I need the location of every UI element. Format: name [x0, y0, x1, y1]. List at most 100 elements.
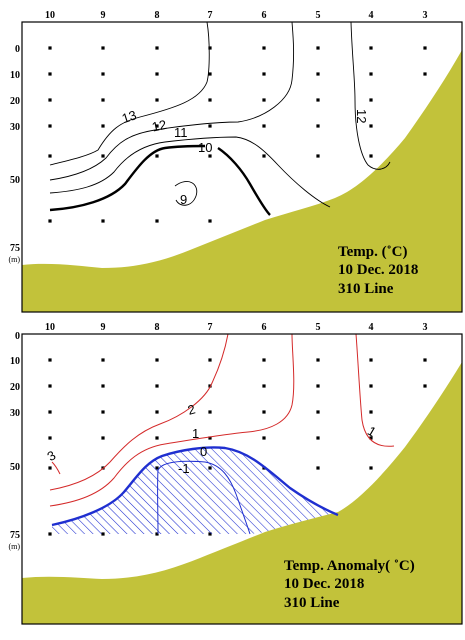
station-dot — [316, 72, 320, 76]
station-dot — [262, 436, 266, 440]
contour-11 — [49, 136, 331, 208]
contour-label: -1 — [178, 461, 190, 476]
depth-ticks: 0 10 20 30 50 75 (m) — [8, 331, 20, 551]
station-dot — [262, 358, 266, 362]
contour-anomaly-0 — [51, 446, 339, 527]
station-dot — [423, 72, 427, 76]
station-tick: 5 — [316, 10, 321, 21]
station-dot — [155, 124, 159, 128]
station-dot — [101, 358, 105, 362]
contour-9 — [174, 181, 198, 206]
station-tick: 9 — [101, 322, 106, 333]
station-tick: 10 — [45, 322, 55, 333]
station-dot — [155, 384, 159, 388]
station-dot — [208, 154, 212, 158]
contour-label: 2 — [186, 401, 197, 417]
depth-tick: 50 — [10, 175, 20, 186]
station-dot — [369, 466, 373, 470]
caption-line: 310 Line — [338, 281, 394, 297]
depth-tick: 50 — [10, 462, 20, 473]
station-dot — [369, 358, 373, 362]
contour-label: 1 — [365, 423, 379, 440]
contour-anomaly-1 — [49, 333, 295, 507]
contour-label: 11 — [174, 125, 188, 140]
station-dot — [262, 410, 266, 414]
station-dot — [316, 154, 320, 158]
station-dot — [262, 124, 266, 128]
station-ticks-top: 10 9 8 7 6 5 4 3 — [45, 322, 428, 333]
contour-label: 3 — [45, 447, 59, 464]
station-dot — [316, 98, 320, 102]
station-dot — [155, 410, 159, 414]
station-dot — [262, 98, 266, 102]
station-dot — [48, 410, 52, 414]
station-dot — [48, 436, 52, 440]
station-dot — [208, 219, 212, 223]
contour-anomaly-minus1 — [157, 460, 251, 535]
depth-tick: 75 — [10, 243, 20, 254]
station-dot — [48, 98, 52, 102]
panel-frame — [21, 21, 463, 313]
station-dot — [369, 124, 373, 128]
contour-label: 12 — [151, 117, 168, 135]
station-dot — [101, 384, 105, 388]
station-dot — [155, 154, 159, 158]
depth-tick: 30 — [10, 408, 20, 419]
station-dot — [316, 384, 320, 388]
station-dot — [101, 410, 105, 414]
caption: Temp. Anomaly( ˚C) 10 Dec. 2018 310 Line — [284, 558, 415, 611]
station-dot — [48, 219, 52, 223]
depth-tick: 30 — [10, 122, 20, 133]
station-dot — [208, 72, 212, 76]
contour-label: 12 — [354, 109, 369, 123]
station-dot — [208, 384, 212, 388]
depth-tick: 10 — [10, 356, 20, 367]
station-dot — [48, 72, 52, 76]
depth-unit: (m) — [8, 255, 20, 264]
station-dot — [316, 358, 320, 362]
station-dot — [208, 358, 212, 362]
station-dot — [423, 384, 427, 388]
station-tick: 3 — [423, 10, 428, 21]
seafloor-land — [22, 362, 462, 624]
station-dot — [48, 154, 52, 158]
station-dot — [316, 124, 320, 128]
station-dot — [208, 124, 212, 128]
depth-tick: 0 — [15, 331, 20, 342]
station-dot — [262, 384, 266, 388]
depth-tick: 75 — [10, 530, 20, 541]
contour-label: 13 — [120, 107, 138, 126]
station-dot — [316, 466, 320, 470]
station-tick: 6 — [262, 322, 267, 333]
contour-13 — [49, 21, 210, 166]
caption-line: 310 Line — [284, 595, 340, 611]
caption-line: 10 Dec. 2018 — [338, 262, 418, 278]
station-tick: 7 — [208, 10, 213, 21]
contour-12-right — [350, 21, 391, 170]
contour-label: 10 — [198, 140, 212, 155]
station-dot — [101, 219, 105, 223]
station-dot — [262, 46, 266, 50]
station-dot — [369, 436, 373, 440]
contour-label: 9 — [180, 192, 187, 207]
contour-10 — [49, 144, 206, 212]
depth-tick: 20 — [10, 96, 20, 107]
panel-frame — [21, 333, 463, 625]
station-dot — [208, 46, 212, 50]
station-dot — [101, 72, 105, 76]
station-dot — [101, 124, 105, 128]
station-tick: 4 — [369, 322, 374, 333]
station-dot — [262, 72, 266, 76]
station-dot — [369, 410, 373, 414]
station-dot — [423, 358, 427, 362]
station-dots — [48, 46, 427, 223]
seafloor-land — [22, 50, 462, 312]
station-tick: 4 — [369, 10, 374, 21]
station-tick: 8 — [155, 10, 160, 21]
station-tick: 6 — [262, 10, 267, 21]
station-dot — [155, 436, 159, 440]
station-dot — [208, 436, 212, 440]
station-dot — [48, 124, 52, 128]
station-dot — [101, 436, 105, 440]
